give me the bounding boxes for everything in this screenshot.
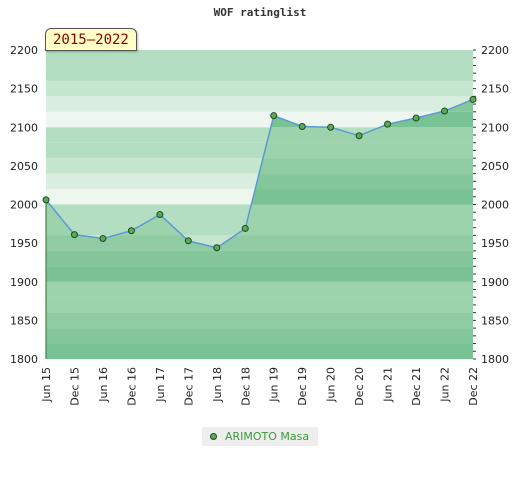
x-tick-label: Dec 18 — [239, 367, 252, 406]
data-point — [241, 224, 249, 232]
x-tick-label: Dec 16 — [125, 367, 138, 406]
x-tick-label: Jun 19 — [268, 367, 281, 403]
y-tick-label: 2050 — [10, 160, 38, 173]
data-point — [327, 123, 335, 131]
chart-title: WOF ratinglist — [213, 6, 307, 19]
y-tick-label: 1950 — [481, 237, 509, 250]
x-tick-label: Jun 17 — [154, 367, 167, 403]
background-band — [46, 50, 473, 66]
x-tick-label: Dec 21 — [410, 367, 423, 406]
y-tick-label: 2200 — [10, 44, 38, 57]
background-band — [46, 80, 473, 97]
background-band — [46, 111, 473, 128]
area-band — [46, 343, 473, 359]
legend[interactable]: ARIMOTO Masa — [202, 427, 318, 446]
legend-marker-icon — [210, 433, 217, 440]
y-axis-labels-left: 1800 1850 1900 1950 2000 2050 2100 2150 2200 — [10, 44, 38, 366]
x-tick-label: Dec 15 — [68, 367, 81, 406]
data-point — [42, 196, 50, 204]
data-point — [99, 234, 107, 242]
y-tick-label: 2100 — [481, 121, 509, 134]
y-tick-label: 2050 — [481, 160, 509, 173]
area-band — [46, 219, 473, 236]
legend-label: ARIMOTO Masa — [225, 430, 310, 443]
x-tick-label: Dec 19 — [296, 367, 309, 406]
x-axis-labels: Jun 15 Dec 15 Jun 16 Dec 16 Jun 17 Dec 17 Jun … — [40, 367, 480, 406]
data-point — [441, 107, 449, 115]
x-tick-label: Jun 21 — [382, 367, 395, 403]
data-point — [298, 122, 306, 130]
series-line — [45, 98, 474, 249]
x-tick-label: Dec 22 — [467, 367, 480, 406]
right-minor-ticks — [473, 49, 476, 360]
area-band — [46, 235, 473, 251]
area-band — [46, 266, 473, 282]
data-point — [70, 231, 78, 239]
y-tick-label: 1800 — [481, 353, 509, 366]
y-tick-label: 2150 — [481, 83, 509, 96]
area-band — [46, 250, 473, 267]
x-tick-label: Jun 20 — [325, 367, 338, 403]
data-point — [270, 112, 278, 120]
data-point — [412, 114, 420, 122]
data-point — [469, 95, 477, 103]
data-point — [355, 132, 363, 140]
data-point — [127, 227, 135, 235]
x-tick-label: Jun 22 — [439, 367, 452, 403]
data-points — [42, 95, 477, 252]
x-tick-label: Jun 15 — [40, 367, 53, 403]
period-badge: 2015—2022 — [45, 28, 137, 51]
y-tick-label: 1900 — [10, 276, 38, 289]
x-tick-label: Jun 18 — [211, 367, 224, 403]
background-band — [46, 65, 473, 81]
y-tick-label: 1850 — [10, 314, 38, 327]
x-tick-label: Dec 17 — [182, 367, 195, 406]
y-tick-label: 1850 — [481, 314, 509, 327]
x-tick-label: Dec 20 — [353, 367, 366, 406]
y-axis-labels-right: 1800 1850 1900 1950 2000 2050 2100 2150 2200 — [481, 44, 509, 366]
area-band — [46, 297, 473, 313]
y-tick-label: 2200 — [481, 44, 509, 57]
area-band — [46, 312, 473, 329]
data-point — [184, 237, 192, 245]
y-tick-label: 2000 — [481, 199, 509, 212]
data-point — [156, 211, 164, 219]
y-tick-label: 2100 — [10, 121, 38, 134]
y-tick-label: 1950 — [10, 237, 38, 250]
y-tick-label: 2000 — [10, 199, 38, 212]
data-point — [384, 120, 392, 128]
data-point — [213, 244, 221, 252]
y-tick-label: 1900 — [481, 276, 509, 289]
background-band — [46, 96, 473, 112]
area-band — [46, 281, 473, 298]
area-band — [46, 328, 473, 344]
y-tick-label: 1800 — [10, 353, 38, 366]
x-tick-label: Jun 16 — [97, 367, 110, 403]
y-tick-label: 2150 — [10, 83, 38, 96]
